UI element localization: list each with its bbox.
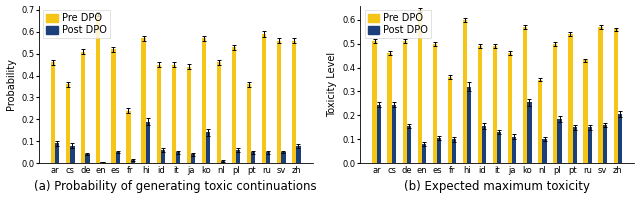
Bar [598,27,603,163]
Bar [538,80,542,163]
Bar [266,152,271,163]
Bar [542,139,547,163]
Bar [448,77,452,163]
Bar [70,146,74,163]
X-axis label: (a) Probability of generating toxic continuations: (a) Probability of generating toxic cont… [35,180,317,193]
Bar [557,119,562,163]
Bar [282,152,285,163]
Bar [247,84,251,163]
Bar [96,14,100,163]
Bar [376,105,381,163]
Bar [508,53,512,163]
Bar [141,38,146,163]
Bar [387,53,392,163]
Bar [407,126,411,163]
Bar [85,154,90,163]
Bar [433,44,437,163]
Bar [482,126,486,163]
Bar [523,27,527,163]
Bar [588,127,592,163]
Bar [217,62,221,163]
Bar [422,144,426,163]
Bar [392,105,396,163]
Bar [187,67,191,163]
Legend: Pre DPO, Post DPO: Pre DPO, Post DPO [44,10,109,38]
X-axis label: (b) Expected maximum toxicity: (b) Expected maximum toxicity [404,180,590,193]
Bar [172,65,176,163]
Bar [372,41,376,163]
Bar [437,138,441,163]
Bar [251,152,255,163]
Bar [202,38,206,163]
Bar [403,41,407,163]
Bar [236,150,240,163]
Bar [81,52,85,163]
Bar [603,125,607,163]
Bar [221,161,225,163]
Bar [66,84,70,163]
Bar [176,152,180,163]
Bar [100,162,105,163]
Bar [232,47,236,163]
Bar [111,49,115,163]
Bar [296,146,301,163]
Bar [467,87,471,163]
Bar [51,62,55,163]
Bar [568,34,573,163]
Bar [126,111,131,163]
Bar [493,46,497,163]
Legend: Pre DPO, Post DPO: Pre DPO, Post DPO [365,10,431,38]
Bar [527,102,532,163]
Bar [584,60,588,163]
Bar [157,65,161,163]
Bar [191,154,195,163]
Bar [161,150,165,163]
Bar [618,114,622,163]
Bar [452,139,456,163]
Bar [614,29,618,163]
Bar [206,133,210,163]
Y-axis label: Probability: Probability [6,58,15,110]
Bar [131,160,135,163]
Bar [418,10,422,163]
Bar [573,127,577,163]
Bar [146,122,150,163]
Bar [553,44,557,163]
Bar [277,41,282,163]
Y-axis label: Toxicity Level: Toxicity Level [327,52,337,117]
Bar [55,143,60,163]
Bar [478,46,482,163]
Bar [463,20,467,163]
Bar [262,34,266,163]
Bar [512,137,516,163]
Bar [497,132,501,163]
Bar [115,152,120,163]
Bar [292,41,296,163]
